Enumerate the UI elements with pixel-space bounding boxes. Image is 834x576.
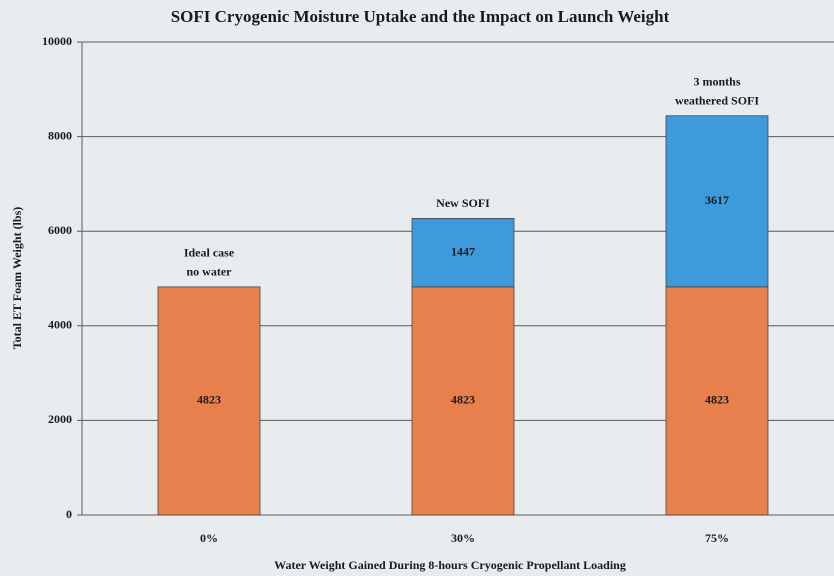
x-axis-label: Water Weight Gained During 8-hours Cryog… (274, 558, 626, 572)
bar-segment (411, 286, 515, 516)
y-tick-label: 6000 (48, 223, 72, 237)
annotation: Ideal case (184, 246, 235, 260)
data-label: 4823 (451, 393, 475, 407)
annotation: no water (187, 265, 233, 279)
y-tick-label: 2000 (48, 412, 72, 426)
y-tick-label: 10000 (42, 34, 72, 48)
annotation: weathered SOFI (675, 94, 759, 108)
y-tick-label: 8000 (48, 128, 72, 142)
data-label: 4823 (705, 393, 729, 407)
data-label: 4823 (197, 393, 221, 407)
y-tick-label: 4000 (48, 318, 72, 332)
bar-segment (665, 286, 769, 516)
bar-segment (411, 218, 515, 288)
x-tick-label: 30% (451, 531, 475, 545)
y-tick-label: 0 (66, 507, 72, 521)
data-label: 3617 (705, 193, 729, 207)
data-label: 1447 (451, 244, 475, 258)
annotation: New SOFI (436, 196, 490, 210)
annotation: 3 months (693, 75, 740, 89)
x-tick-label: 75% (705, 531, 729, 545)
x-tick-label: 0% (200, 531, 218, 545)
bar-segment (157, 286, 261, 516)
y-axis-label: Total ET Foam Weight (lbs) (10, 207, 24, 349)
chart-title: SOFI Cryogenic Moisture Uptake and the I… (171, 7, 670, 26)
bar-segment (665, 115, 769, 288)
